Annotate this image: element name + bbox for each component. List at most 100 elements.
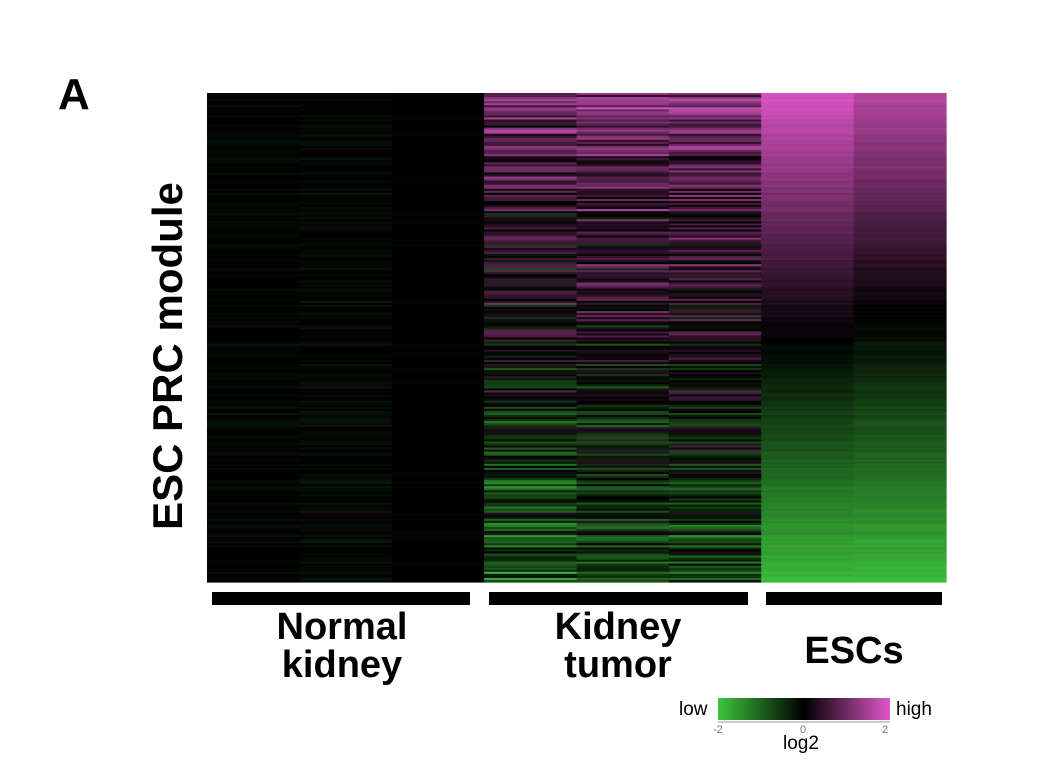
heatmap-cell — [576, 390, 670, 394]
heatmap-cell — [576, 335, 670, 339]
heatmap-cell — [299, 131, 393, 135]
heatmap-cell — [299, 508, 393, 512]
heatmap-cell — [207, 300, 300, 304]
heatmap-cell — [761, 97, 855, 100]
heatmap-cell — [853, 145, 947, 149]
heatmap-cell — [668, 520, 762, 524]
heatmap-cell — [391, 441, 485, 445]
heatmap-cell — [299, 404, 393, 408]
heatmap-cell — [299, 573, 393, 577]
heatmap-cell — [576, 355, 670, 359]
heatmap-cell — [668, 93, 762, 96]
heatmap-cell — [299, 125, 393, 129]
heatmap-cell — [761, 366, 855, 369]
heatmap-cell — [207, 476, 300, 479]
heatmap-cell — [576, 93, 670, 96]
heatmap-cell — [761, 575, 855, 579]
heatmap-cell — [853, 537, 947, 540]
heatmap-cell — [207, 520, 300, 524]
heatmap-cell — [391, 337, 485, 341]
heatmap-cell — [391, 341, 485, 345]
heatmap-cell — [668, 459, 762, 463]
heatmap-cell — [207, 243, 300, 247]
heatmap-cell — [299, 251, 393, 255]
heatmap-cell — [761, 329, 855, 332]
heatmap-cell — [668, 321, 762, 324]
heatmap-cell — [299, 115, 393, 119]
heatmap-cell — [576, 323, 670, 326]
heatmap-cell — [668, 412, 762, 416]
heatmap-cell — [484, 529, 578, 532]
heatmap-cell — [299, 396, 393, 400]
heatmap-cell — [484, 227, 578, 231]
heatmap-cell — [668, 471, 762, 475]
heatmap-cell — [761, 186, 855, 190]
heatmap-cell — [207, 410, 300, 414]
heatmap-cell — [484, 427, 578, 430]
heatmap-cell — [668, 335, 762, 339]
heatmap-cell — [853, 419, 947, 422]
heatmap-cell — [299, 300, 393, 304]
heatmap-cell — [484, 327, 578, 330]
heatmap-cell — [299, 541, 393, 544]
heatmap-cell — [761, 241, 855, 245]
heatmap-cell — [484, 278, 578, 282]
heatmap-cell — [391, 304, 485, 308]
heatmap-cell — [853, 215, 947, 218]
heatmap-cell — [207, 141, 300, 145]
heatmap-cell — [207, 347, 300, 351]
heatmap-cell — [576, 486, 670, 489]
heatmap-cell — [761, 129, 855, 133]
heatmap-cell — [299, 349, 393, 353]
heatmap-cell — [853, 512, 947, 516]
heatmap-cell — [853, 237, 947, 241]
heatmap-cell — [484, 174, 578, 178]
heatmap-cell — [576, 555, 670, 559]
heatmap-cell — [668, 288, 762, 292]
heatmap-cell — [576, 363, 670, 367]
heatmap-cell — [576, 270, 670, 273]
heatmap-cell — [668, 97, 762, 100]
heatmap-cell — [853, 396, 947, 400]
heatmap-cell — [576, 370, 670, 373]
heatmap-cell — [484, 545, 578, 548]
heatmap-cell — [853, 502, 947, 506]
heatmap-cell — [299, 221, 393, 224]
heatmap-cell — [853, 382, 947, 385]
heatmap-cell — [207, 471, 300, 475]
heatmap-cell — [391, 449, 485, 453]
heatmap-cell — [391, 207, 485, 210]
heatmap-cell — [853, 317, 947, 320]
heatmap-cell — [668, 380, 762, 383]
heatmap-cell — [668, 325, 762, 328]
heatmap-cell — [207, 345, 300, 349]
heatmap-cell — [207, 251, 300, 255]
heatmap-cell — [668, 351, 762, 355]
heatmap-cell — [484, 97, 578, 100]
heatmap-cell — [207, 478, 300, 481]
heatmap-cell — [207, 535, 300, 538]
heatmap-cell — [853, 465, 947, 469]
heatmap-cell — [207, 294, 300, 298]
heatmap-cell — [299, 245, 393, 249]
heatmap-cell — [576, 565, 670, 569]
heatmap-cell — [391, 117, 485, 121]
heatmap-cell — [391, 510, 485, 514]
heatmap-cell — [668, 486, 762, 489]
heatmap-cell — [853, 233, 947, 237]
heatmap-cell — [761, 306, 855, 310]
heatmap-cell — [576, 467, 670, 471]
heatmap-cell — [391, 469, 485, 473]
heatmap-cell — [761, 123, 855, 127]
heatmap-cell — [668, 431, 762, 434]
heatmap-cell — [853, 239, 947, 243]
heatmap-cell — [576, 205, 670, 208]
heatmap-cell — [668, 178, 762, 182]
heatmap-cell — [761, 272, 855, 275]
heatmap-cell — [391, 137, 485, 141]
heatmap-cell — [853, 266, 947, 269]
heatmap-cell — [761, 170, 855, 174]
heatmap-cell — [299, 343, 393, 347]
heatmap-cell — [299, 105, 393, 108]
heatmap-cell — [853, 439, 947, 443]
